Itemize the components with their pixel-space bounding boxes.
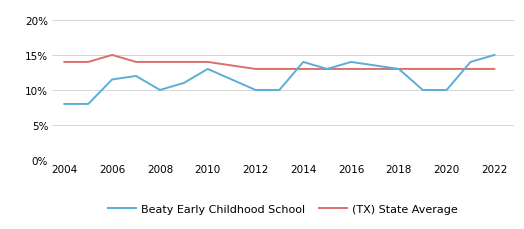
(TX) State Average	[348, 68, 354, 71]
(TX) State Average	[61, 61, 68, 64]
Beaty Early Childhood School	[85, 103, 91, 106]
(TX) State Average	[396, 68, 402, 71]
Beaty Early Childhood School	[396, 68, 402, 71]
Beaty Early Childhood School	[61, 103, 68, 106]
(TX) State Average	[204, 61, 211, 64]
(TX) State Average	[133, 61, 139, 64]
(TX) State Average	[276, 68, 282, 71]
Beaty Early Childhood School	[348, 61, 354, 64]
Beaty Early Childhood School	[420, 89, 426, 92]
(TX) State Average	[372, 68, 378, 71]
(TX) State Average	[420, 68, 426, 71]
Beaty Early Childhood School	[467, 61, 474, 64]
Beaty Early Childhood School	[492, 54, 498, 57]
Beaty Early Childhood School	[109, 79, 115, 82]
Beaty Early Childhood School	[372, 65, 378, 68]
Line: (TX) State Average: (TX) State Average	[64, 56, 495, 70]
(TX) State Average	[157, 61, 163, 64]
(TX) State Average	[492, 68, 498, 71]
Beaty Early Childhood School	[443, 89, 450, 92]
(TX) State Average	[85, 61, 91, 64]
(TX) State Average	[324, 68, 330, 71]
Beaty Early Childhood School	[204, 68, 211, 71]
Beaty Early Childhood School	[276, 89, 282, 92]
(TX) State Average	[109, 54, 115, 57]
Beaty Early Childhood School	[253, 89, 259, 92]
Beaty Early Childhood School	[324, 68, 330, 71]
(TX) State Average	[181, 61, 187, 64]
Legend: Beaty Early Childhood School, (TX) State Average: Beaty Early Childhood School, (TX) State…	[104, 200, 462, 218]
(TX) State Average	[228, 65, 235, 68]
(TX) State Average	[467, 68, 474, 71]
(TX) State Average	[253, 68, 259, 71]
Line: Beaty Early Childhood School: Beaty Early Childhood School	[64, 56, 495, 104]
Beaty Early Childhood School	[181, 82, 187, 85]
Beaty Early Childhood School	[228, 79, 235, 82]
Beaty Early Childhood School	[300, 61, 307, 64]
Beaty Early Childhood School	[133, 75, 139, 78]
(TX) State Average	[300, 68, 307, 71]
Beaty Early Childhood School	[157, 89, 163, 92]
(TX) State Average	[443, 68, 450, 71]
